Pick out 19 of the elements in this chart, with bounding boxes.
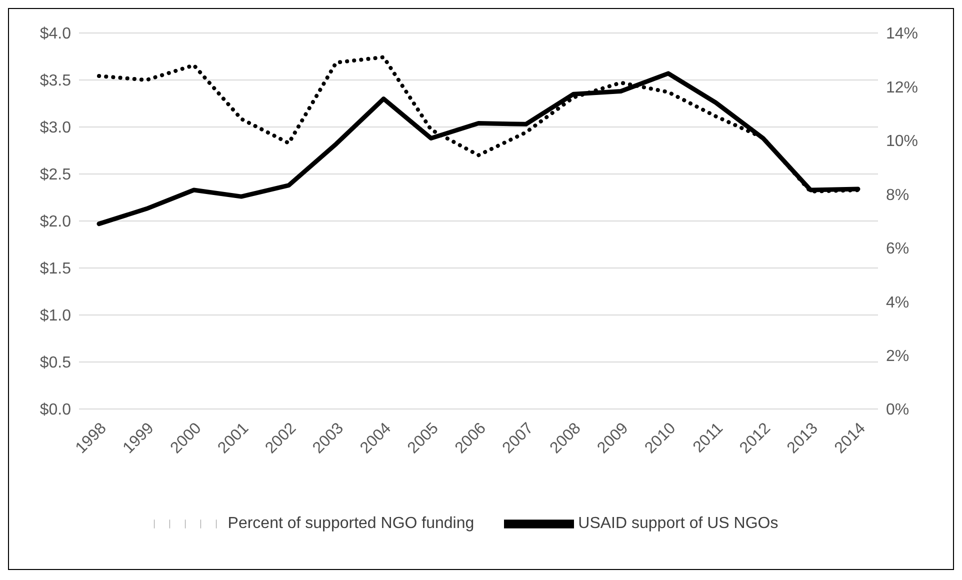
y-tick-label: $2.5 xyxy=(40,166,72,184)
y-tick-label: $2.0 xyxy=(40,214,72,231)
y-tick-label: $0.0 xyxy=(40,402,72,419)
y-tick-label: $0.5 xyxy=(40,354,72,372)
y-tick-label: $1.0 xyxy=(40,308,72,325)
y2-tick-label: 8% xyxy=(886,186,910,204)
y-tick-label: $1.5 xyxy=(40,260,72,278)
y2-tick-label: 4% xyxy=(886,294,910,312)
y-tick-label: $3.5 xyxy=(40,72,72,90)
legend-label: Percent of supported NGO funding xyxy=(228,515,474,532)
y2-tick-label: 14% xyxy=(886,26,918,43)
y-tick-label: $4.0 xyxy=(40,26,72,43)
y2-tick-label: 10% xyxy=(886,133,918,150)
legend-label: USAID support of US NGOs xyxy=(578,515,778,532)
y2-tick-label: 6% xyxy=(886,240,910,258)
y2-tick-label: 2% xyxy=(886,348,910,365)
y2-tick-label: 12% xyxy=(886,79,918,96)
y-tick-label: $3.0 xyxy=(40,120,72,137)
y2-tick-label: 0% xyxy=(886,402,910,419)
